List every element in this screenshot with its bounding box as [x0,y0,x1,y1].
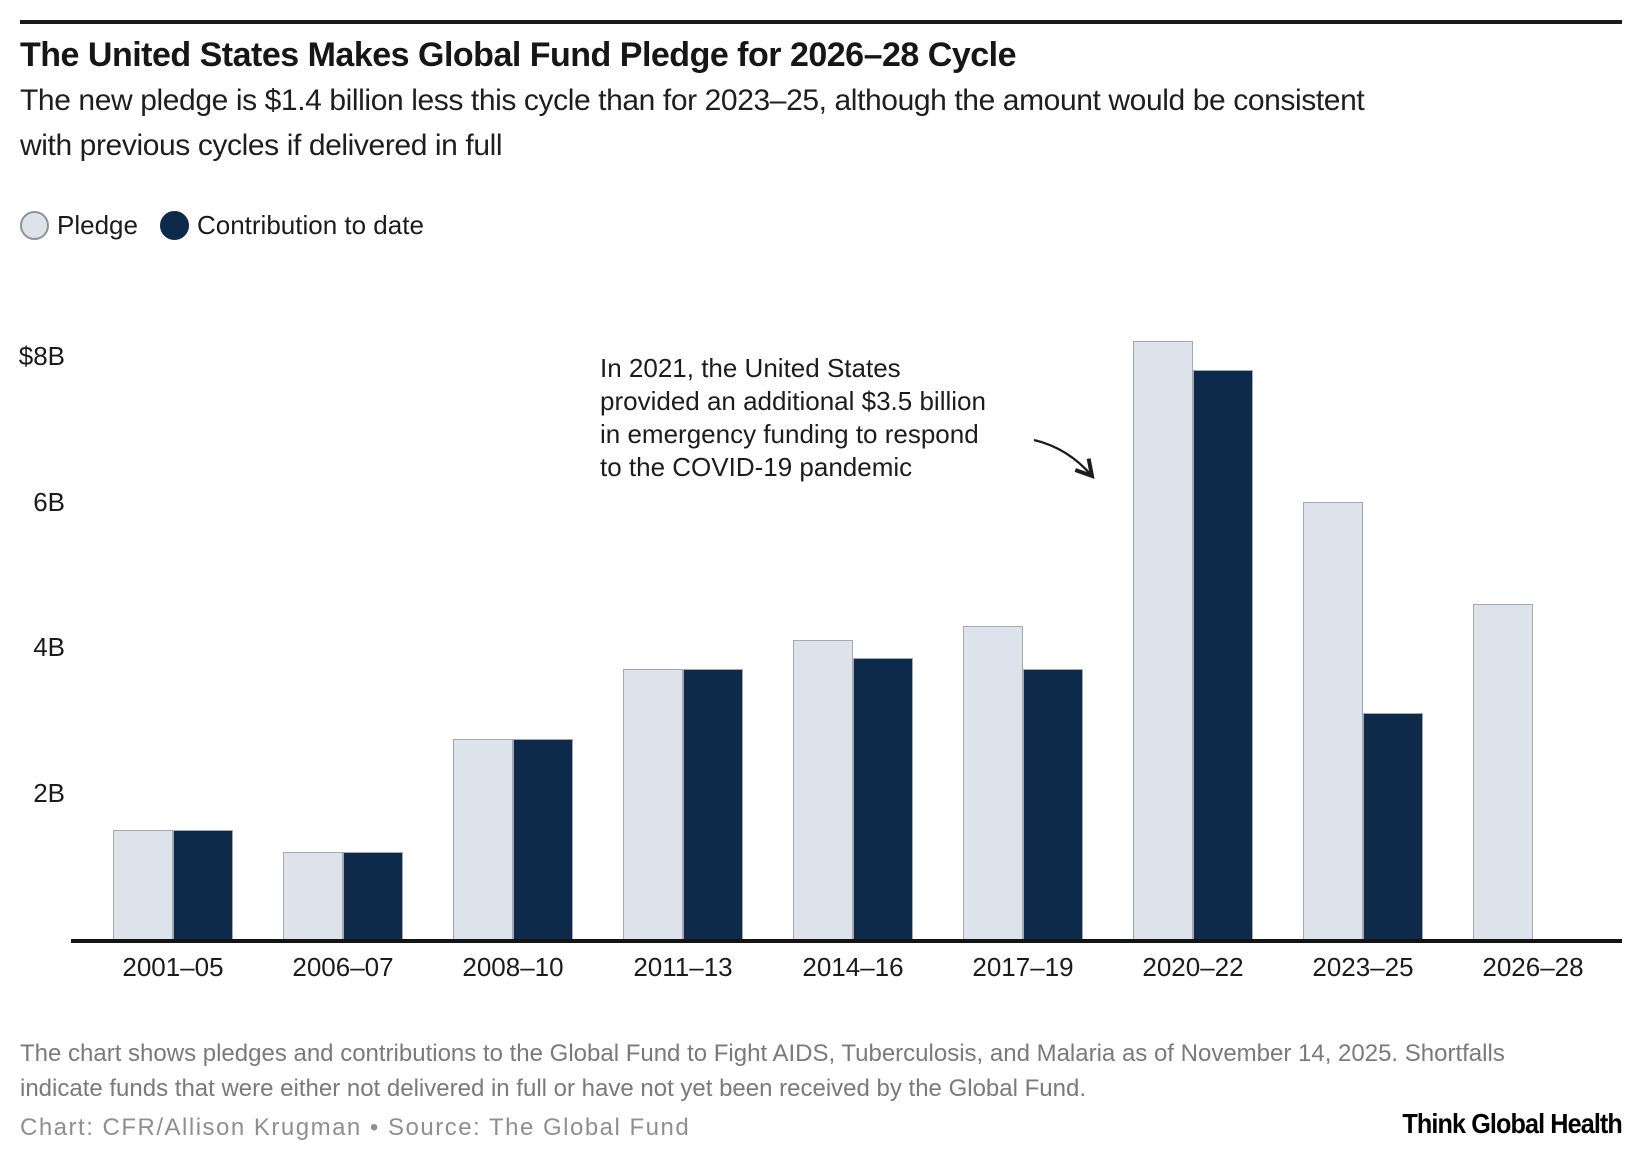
annotation-line: to the COVID-19 pandemic [600,452,913,482]
chart-subtitle-line: The new pledge is $1.4 billion less this… [20,84,1365,117]
x-tick-label: 2006–07 [292,952,394,982]
pledge-swatch-icon [20,211,49,240]
annotation-arrow-icon [1033,438,1095,480]
bar-pledge-2011–13 [623,669,683,941]
bar-contribution-2023–25 [1363,713,1423,941]
x-tick-label: 2020–22 [1142,952,1244,982]
chart-subtitle: The new pledge is $1.4 billion less this… [20,78,1365,168]
legend-label-contribution: Contribution to date [196,210,424,240]
bar-pledge-2008–10 [453,738,513,941]
annotation: In 2021, the United States provided an a… [600,352,986,484]
legend-label-pledge: Pledge [57,210,138,240]
x-tick-label: 2017–19 [972,952,1074,982]
bar-pledge-2017–19 [963,625,1023,941]
bar-pledge-2026–28 [1473,603,1533,941]
footnote-line: The chart shows pledges and contribution… [20,1040,1505,1067]
y-tick-label: 4B [33,632,65,663]
legend-item-pledge: Pledge [20,210,138,241]
y-tick-label: $8B [18,340,65,371]
y-tick-label: 6B [33,486,65,517]
bar-pledge-2014–16 [793,640,853,941]
legend-item-contribution: Contribution to date [159,210,424,241]
annotation-line: in emergency funding to respond [600,419,979,449]
bar-pledge-2006–07 [283,851,343,941]
brand-logo: Think Global Health [1402,1108,1622,1139]
footnote-line: indicate funds that were either not deli… [20,1075,1086,1102]
x-tick-label: 2011–13 [633,952,733,982]
x-tick-label: 2023–25 [1312,952,1414,982]
annotation-line: provided an additional $3.5 billion [600,386,986,416]
x-tick-label: 2026–28 [1482,952,1584,982]
contribution-swatch-icon [159,211,189,240]
bar-contribution-2011–13 [683,669,743,941]
chart-title: The United States Makes Global Fund Pled… [20,36,1017,74]
x-tick-label: 2008–10 [462,952,564,982]
bar-pledge-2020–22 [1133,341,1193,941]
x-tick-label: 2014–16 [802,952,904,982]
bar-pledge-2023–25 [1303,501,1363,941]
bar-contribution-2017–19 [1023,669,1083,941]
annotation-line: In 2021, the United States [600,353,901,383]
bar-pledge-2001–05 [113,829,173,941]
bar-contribution-2006–07 [343,851,403,941]
x-tick-label: 2001–05 [122,952,224,982]
bar-contribution-2014–16 [853,658,913,941]
x-axis-line [71,939,1622,943]
y-tick-label: 2B [33,778,65,809]
credit-line: Chart: CFR/Allison Krugman • Source: The… [20,1114,691,1141]
bar-contribution-2020–22 [1193,370,1253,941]
footnote: The chart shows pledges and contribution… [20,1036,1505,1106]
bar-contribution-2008–10 [513,738,573,941]
top-rule-divider [20,20,1622,24]
legend: Pledge Contribution to date [20,210,424,241]
bar-contribution-2001–05 [173,829,233,941]
chart-subtitle-line: with previous cycles if delivered in ful… [20,129,503,162]
